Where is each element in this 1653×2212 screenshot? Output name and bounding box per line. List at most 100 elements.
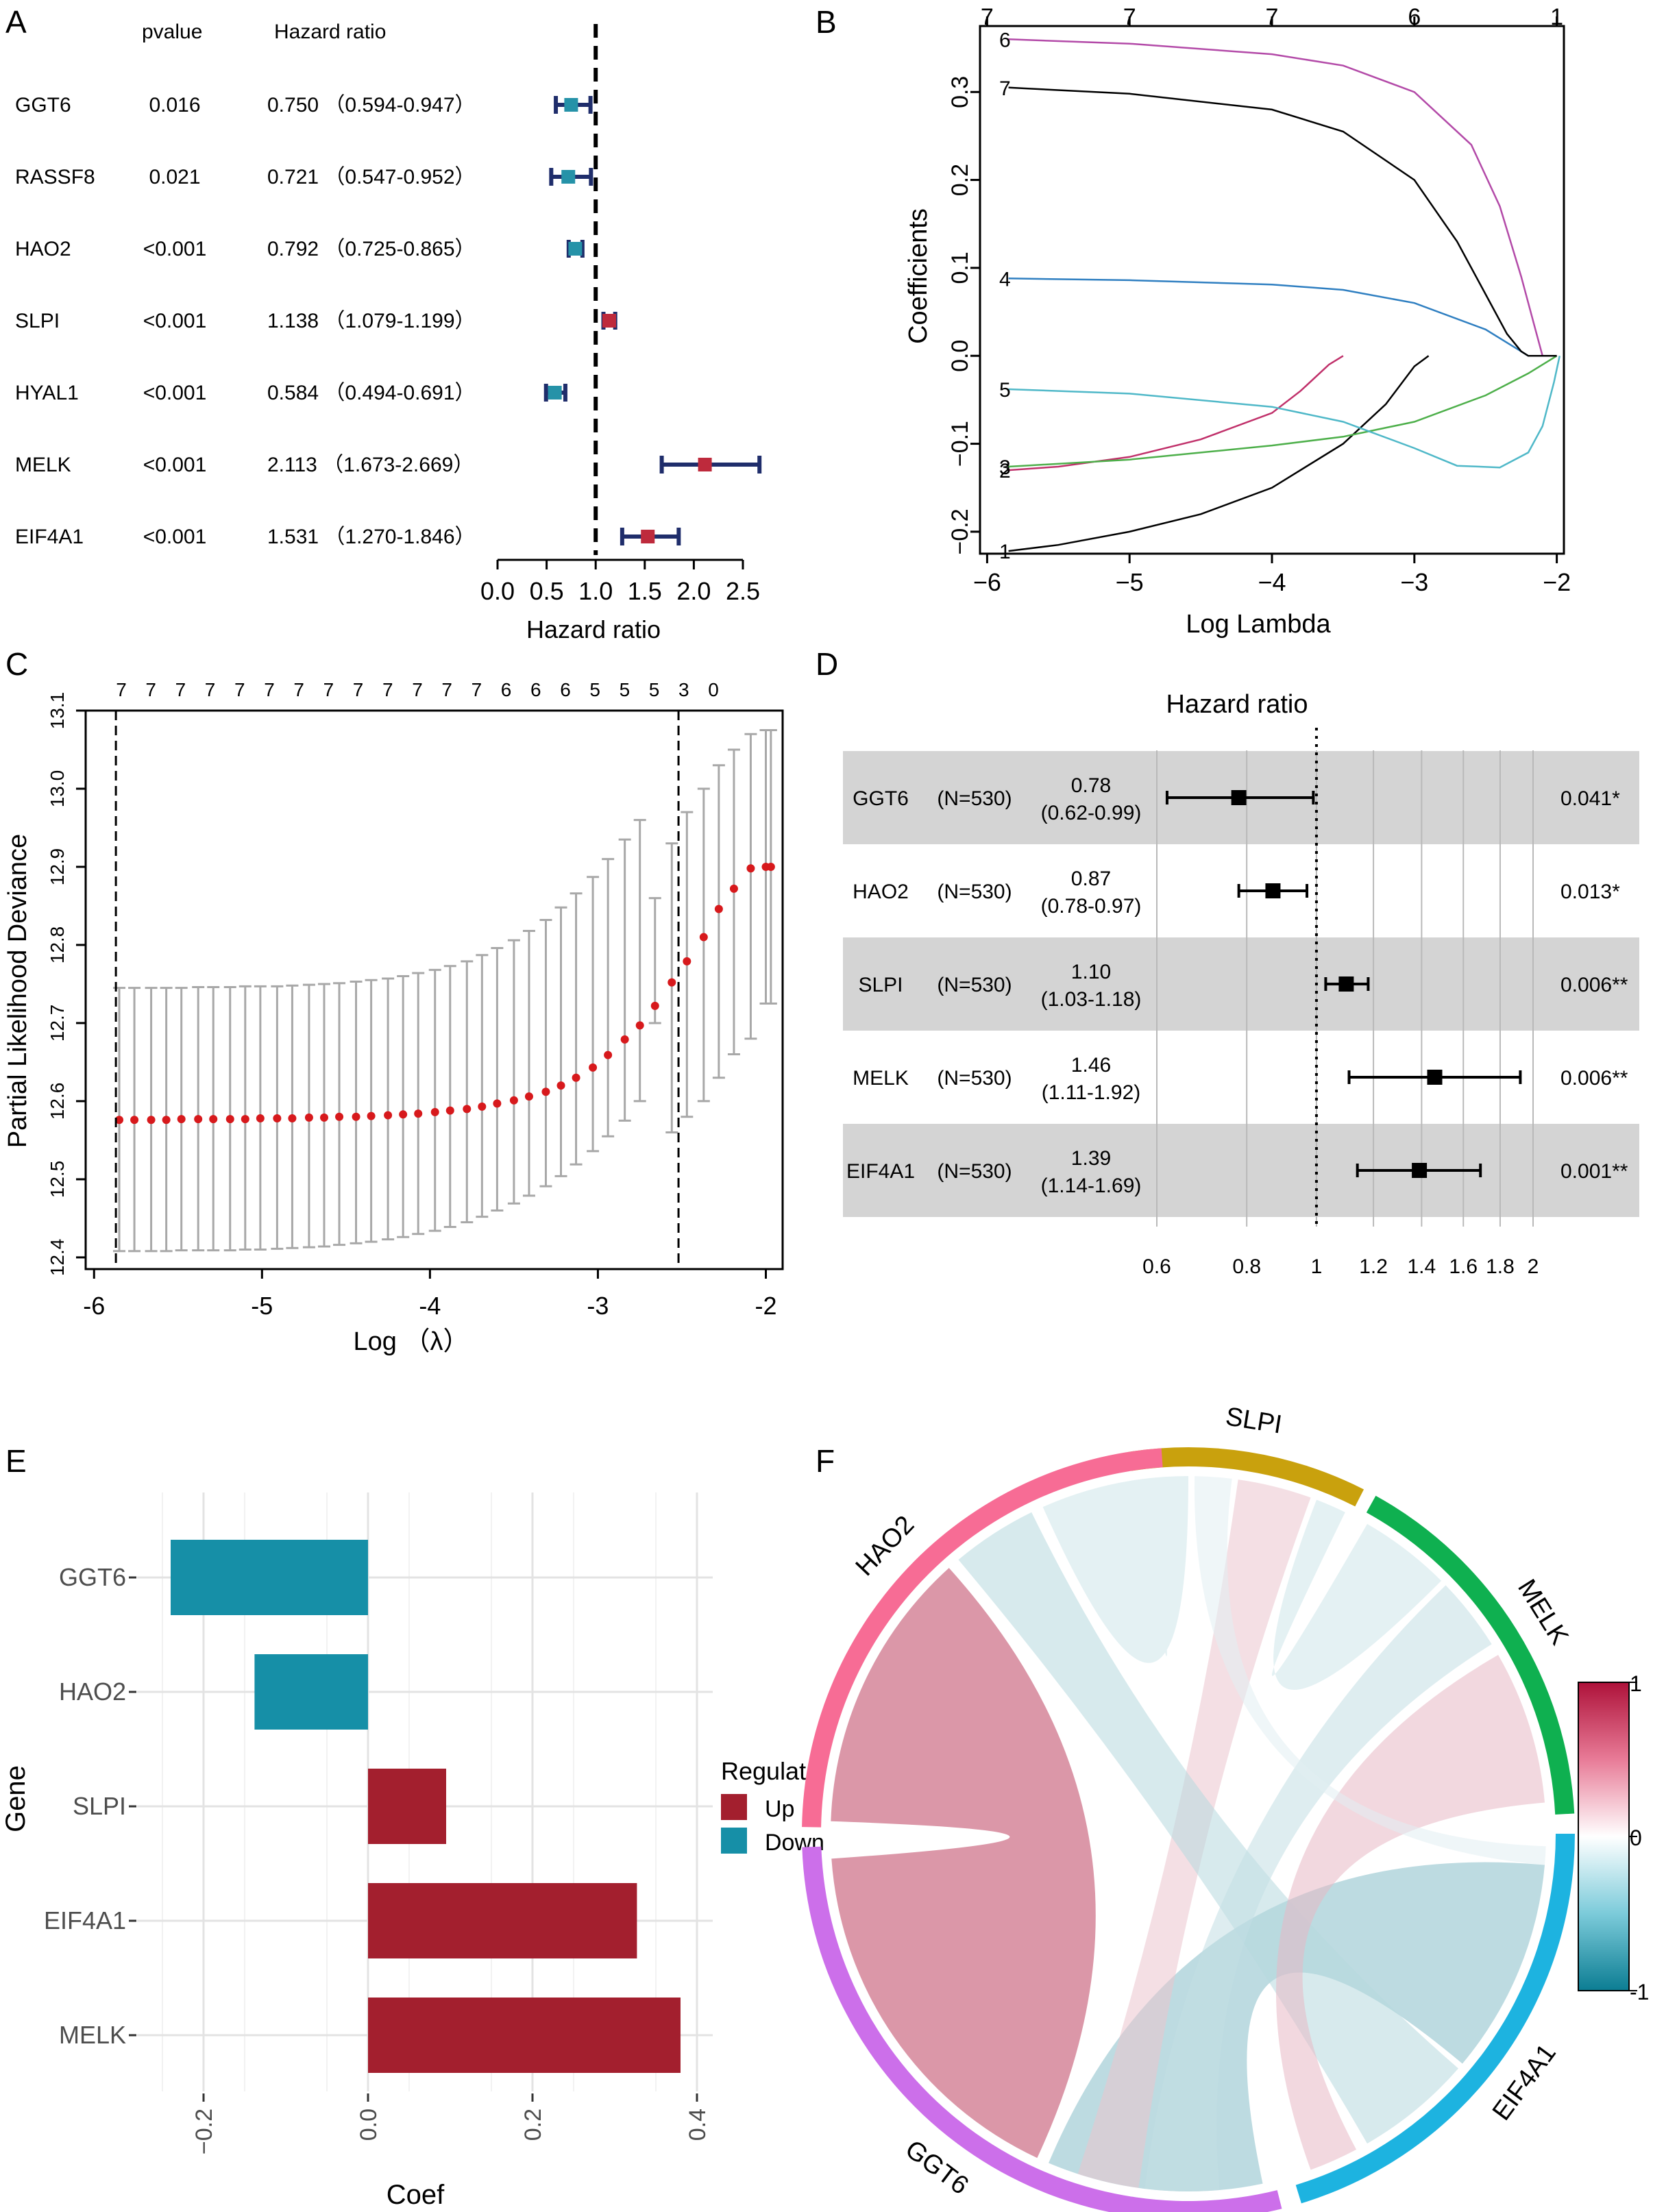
a-hr-text: 2.113 （1.673-2.669） [267, 454, 474, 476]
f-sector-melk [1366, 1495, 1575, 1815]
e-legend-title: Regulate [721, 1757, 820, 1785]
e-bar-melk [368, 1998, 681, 2073]
e-gene-label: HAO2 [59, 1678, 126, 1706]
b-x-axis-title: Log Lambda [1186, 610, 1331, 639]
c-deviance-point [604, 1050, 613, 1059]
panel-letter-b: B [816, 4, 837, 40]
a-x-tick-label: 1.0 [578, 577, 613, 605]
e-gene-label: SLPI [73, 1792, 126, 1820]
c-top-label: 7 [412, 679, 423, 700]
d-pvalue: 0.001** [1560, 1160, 1628, 1183]
b-top-tick-label: 7 [1266, 4, 1279, 30]
c-top-label: 7 [175, 679, 186, 700]
c-deviance-point [335, 1112, 344, 1121]
panel-e-coefficient-bar-chart: GGT6 HAO2 SLPI EIF4A1 MELK −0.2 0.0 0.2 0.4 Coef… [1, 1492, 824, 2210]
e-bar-eif4a1 [368, 1883, 637, 1958]
b-series-label: 4 [999, 268, 1011, 291]
b-y-tick-label: 0.0 [947, 340, 973, 372]
d-x-tick-label: 1.6 [1449, 1255, 1478, 1278]
c-deviance-point [147, 1116, 156, 1125]
e-x-tick-label: 0.4 [685, 2109, 711, 2141]
d-n-label: (N=530) [937, 881, 1012, 903]
e-gene-label: GGT6 [59, 1563, 126, 1591]
c-deviance-point [225, 1115, 234, 1124]
b-x-tick-label: −2 [1543, 568, 1571, 596]
a-x-tick-label: 1.5 [628, 577, 662, 605]
c-deviance-point [399, 1110, 408, 1119]
d-pvalue: 0.006** [1560, 1067, 1628, 1090]
c-deviance-point [115, 1116, 124, 1125]
b-series-line-2 [1008, 355, 1344, 471]
b-series-label: 5 [999, 379, 1011, 402]
d-ci-text: (1.14-1.69) [1041, 1175, 1142, 1197]
e-x-tick-label: 0.2 [520, 2109, 546, 2141]
a-pvalue: 0.016 [149, 94, 200, 116]
a-hr-text: 1.138 （1.079-1.199） [267, 310, 476, 332]
c-top-label: 6 [560, 679, 571, 700]
b-series-label: 7 [999, 77, 1011, 100]
c-y-tick-label: 12.7 [47, 1005, 68, 1042]
d-x-tick-label: 1.4 [1408, 1255, 1436, 1278]
panel-a-forest-plot: pvalue Hazard ratio GGT6 0.016 0.750 （0.59… [15, 21, 762, 643]
f-link-hao2-eif4a1 [958, 1512, 1458, 2144]
c-x-tick-label: -6 [83, 1292, 105, 1320]
c-deviance-point [304, 1113, 313, 1122]
c-deviance-point [256, 1114, 265, 1123]
b-series-line-4 [1008, 278, 1550, 357]
e-x-axis-title: Coef [387, 2180, 445, 2210]
c-top-label: 7 [264, 679, 275, 700]
c-deviance-point [766, 862, 775, 871]
e-gene-label: MELK [59, 2021, 126, 2049]
c-y-tick-label: 12.9 [47, 848, 68, 886]
d-n-label: (N=530) [937, 787, 1012, 810]
c-deviance-point [683, 957, 691, 966]
b-plot-frame [979, 25, 1565, 555]
b-top-tick-label: 1 [1550, 4, 1563, 30]
a-gene-label: EIF4A1 [15, 526, 84, 548]
c-top-label: 7 [323, 679, 334, 700]
b-series-label: 1 [999, 541, 1011, 563]
a-hr-text: 0.721 （0.547-0.952） [267, 166, 476, 188]
c-y-tick-label: 12.8 [47, 926, 68, 964]
a-pvalue: <0.001 [143, 526, 207, 548]
c-y-tick-label: 12.6 [47, 1083, 68, 1120]
c-plot-frame [84, 709, 784, 1270]
a-hr-point [568, 242, 583, 256]
c-x-tick-label: -5 [251, 1292, 273, 1320]
c-deviance-point [650, 1001, 659, 1010]
c-deviance-point [384, 1111, 393, 1120]
a-hr-point [561, 170, 576, 184]
b-y-tick-label: 0.3 [947, 76, 973, 108]
d-hr-point [1338, 976, 1354, 992]
c-y-tick-label: 13.0 [47, 770, 68, 808]
c-deviance-point [714, 905, 723, 913]
e-bar-ggt6 [171, 1540, 368, 1615]
d-hr-text: 1.39 [1071, 1147, 1111, 1170]
c-deviance-point [273, 1114, 282, 1123]
d-hr-text: 1.46 [1071, 1054, 1111, 1077]
c-deviance-point [162, 1116, 171, 1125]
a-hr-text: 0.584 （0.494-0.691） [267, 382, 476, 404]
c-y-tick-label: 12.4 [47, 1239, 68, 1277]
c-deviance-point [729, 884, 738, 893]
c-deviance-point [463, 1105, 472, 1114]
b-series-line-7 [1008, 86, 1557, 357]
f-scale-label-max: 1 [1630, 1671, 1642, 1696]
b-series-label: 2 [999, 460, 1011, 482]
c-deviance-point [445, 1106, 454, 1115]
panel-d-multivariate-forest-plot: Hazard ratio GGT6 (N=530) 0.78 (0.62-0.99) 0… [843, 690, 1639, 1278]
b-y-tick-label: −0.2 [947, 508, 973, 554]
a-gene-label: HAO2 [15, 238, 71, 260]
f-color-scale-bar [1578, 1682, 1630, 1991]
c-x-tick-label: -3 [587, 1292, 609, 1320]
a-hr-text: 0.792 （0.725-0.865） [267, 238, 476, 260]
c-deviance-point [241, 1115, 249, 1124]
a-hr-point [602, 314, 616, 328]
d-x-tick-label: 2 [1528, 1255, 1539, 1278]
c-deviance-point [288, 1114, 297, 1123]
c-top-label: 7 [353, 679, 364, 700]
c-top-label: 7 [472, 679, 482, 700]
c-deviance-point [635, 1021, 644, 1030]
c-deviance-point [194, 1115, 203, 1124]
